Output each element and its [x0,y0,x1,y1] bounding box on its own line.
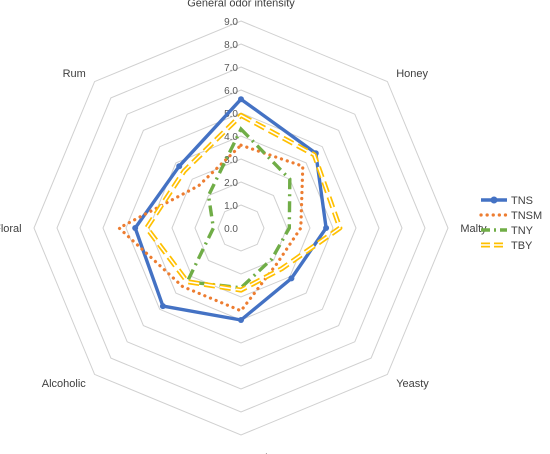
grid-ring [194,181,288,275]
radial-tick-label: 0.0 [224,224,238,235]
legend-item: TNSM [479,210,542,222]
radial-tick-label: 9.0 [224,17,238,28]
legend: TNS TNSM TNY TBY [479,195,542,252]
axis-labels: General odor intensity Honey Malty Yeasty Fe… [0,0,487,454]
axis-label: Alcoholic [42,378,87,390]
grid-ring [125,112,357,344]
data-point [238,317,244,323]
series-lines [116,96,343,323]
data-point [323,225,330,231]
grid-ring [33,20,449,436]
grid-ring [217,204,265,252]
grid-ring [171,158,311,298]
axis-label: Floral [0,223,22,235]
legend-item: TNY [481,225,534,237]
radial-tick-labels: 0.0 1.0 2.0 3.0 4.0 5.0 6.0 7.0 8.0 9.0 [224,17,238,235]
series-line [116,143,305,313]
series-tnsm [116,143,305,313]
legend-item: TNS [481,195,533,207]
radial-tick-label: 4.0 [224,132,238,143]
data-point [238,96,244,103]
radial-tick-label: 3.0 [224,155,238,166]
legend-label: TBY [511,240,533,252]
radial-tick-label: 6.0 [224,86,238,97]
radial-tick-label: 5.0 [224,109,238,120]
series-line-inner [145,114,341,291]
grid-ring [56,43,426,413]
legend-marker [490,196,498,204]
series-tny [184,126,292,290]
legend-label: TNSM [511,210,542,222]
legend-label: TNY [511,225,534,237]
radial-tick-label: 7.0 [224,63,238,74]
legend-label: TNS [511,195,533,207]
axis-label: Rum [63,68,86,80]
axis-label: Yeasty [396,378,429,390]
grid-ring [79,66,403,390]
axis-label: Malty [460,223,487,235]
data-point [288,275,295,282]
axis-label: Fermented [214,452,267,454]
radial-tick-label: 2.0 [224,178,238,189]
radial-tick-label: 8.0 [224,40,238,51]
grid [33,20,449,436]
axis-label: Honey [396,68,428,80]
grid-ring [102,89,380,367]
data-point [132,225,139,231]
radial-tick-label: 1.0 [224,201,238,212]
data-point [176,163,183,170]
legend-item: TBY [481,240,533,252]
data-point [159,303,166,310]
series-tby [144,112,343,293]
series-line [184,126,292,290]
axis-label: General odor intensity [187,0,295,10]
